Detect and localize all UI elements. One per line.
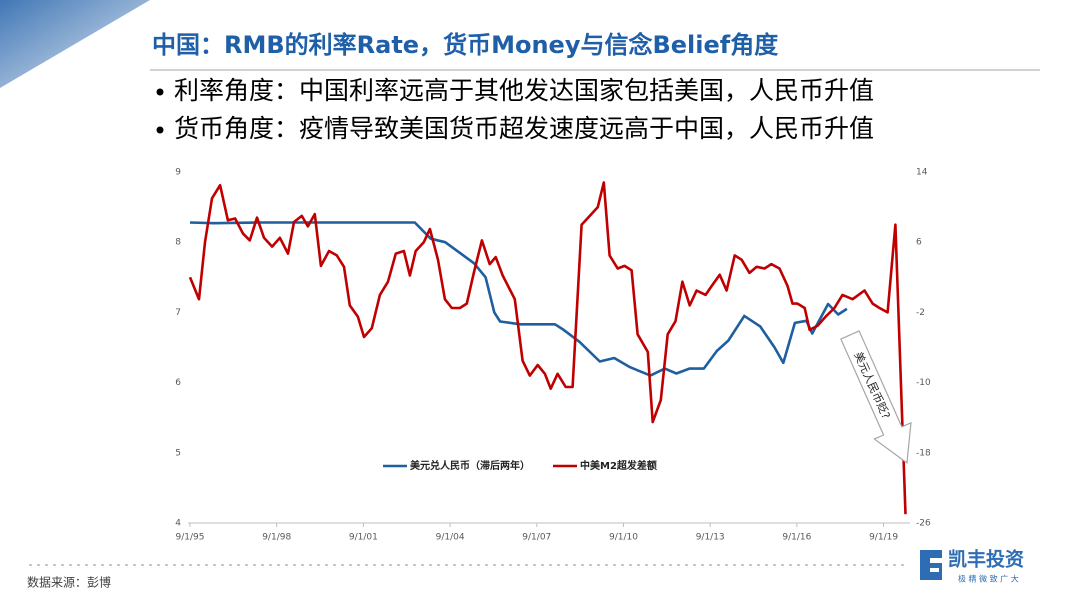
y2-tick-label: -26 bbox=[916, 519, 931, 529]
logo-name: 凯丰投资 bbox=[948, 548, 1024, 571]
y-tick-label: 9 bbox=[175, 168, 181, 178]
legend-label: 中美M2超发差额 bbox=[580, 459, 657, 472]
y-tick-label: 7 bbox=[175, 308, 181, 318]
logo-mark bbox=[930, 558, 942, 563]
logo-mark bbox=[930, 568, 939, 572]
y2-tick-label: -2 bbox=[916, 308, 925, 318]
logo-mark bbox=[920, 550, 942, 580]
logo-slogan: 极 精 微 致 广 大 bbox=[958, 574, 1019, 584]
x-tick-label: 9/1/10 bbox=[609, 533, 638, 543]
bullet-dot bbox=[156, 88, 164, 96]
annotation-arrow bbox=[840, 330, 912, 465]
corner-decoration bbox=[0, 0, 150, 88]
source-note: 数据来源：彭博 bbox=[27, 575, 111, 590]
legend-label: 美元兑人民币（滞后两年） bbox=[410, 459, 530, 472]
y-tick-label: 6 bbox=[175, 378, 181, 388]
x-tick-label: 9/1/19 bbox=[869, 533, 898, 543]
y2-tick-label: -10 bbox=[916, 378, 931, 388]
x-tick-label: 9/1/04 bbox=[436, 533, 465, 543]
x-tick-label: 9/1/95 bbox=[176, 533, 205, 543]
slide-title: 中国：RMB的利率Rate，货币Money与信念Belief角度 bbox=[152, 31, 779, 59]
y-tick-label: 4 bbox=[175, 519, 181, 529]
y2-tick-label: 14 bbox=[916, 168, 928, 178]
series-line bbox=[188, 181, 907, 515]
series-line bbox=[189, 221, 848, 377]
x-tick-label: 9/1/13 bbox=[696, 533, 725, 543]
bullet-text: 利率角度：中国利率远高于其他发达国家包括美国，人民币升值 bbox=[174, 76, 874, 105]
x-tick-label: 9/1/98 bbox=[262, 533, 291, 543]
x-tick-label: 9/1/01 bbox=[349, 533, 378, 543]
annotation: 美元人民币贬? bbox=[840, 330, 912, 465]
bullet-text: 货币角度：疫情导致美国货币超发速度远高于中国，人民币升值 bbox=[174, 114, 874, 143]
y2-tick-label: -18 bbox=[916, 448, 931, 458]
y-tick-label: 8 bbox=[175, 238, 181, 248]
x-tick-label: 9/1/07 bbox=[522, 533, 551, 543]
y-tick-label: 5 bbox=[175, 448, 181, 458]
bullet-dot bbox=[156, 126, 164, 134]
y2-tick-label: 6 bbox=[916, 238, 922, 248]
x-tick-label: 9/1/16 bbox=[782, 533, 811, 543]
logo: 凯丰投资 极 精 微 致 广 大 bbox=[920, 548, 1024, 584]
